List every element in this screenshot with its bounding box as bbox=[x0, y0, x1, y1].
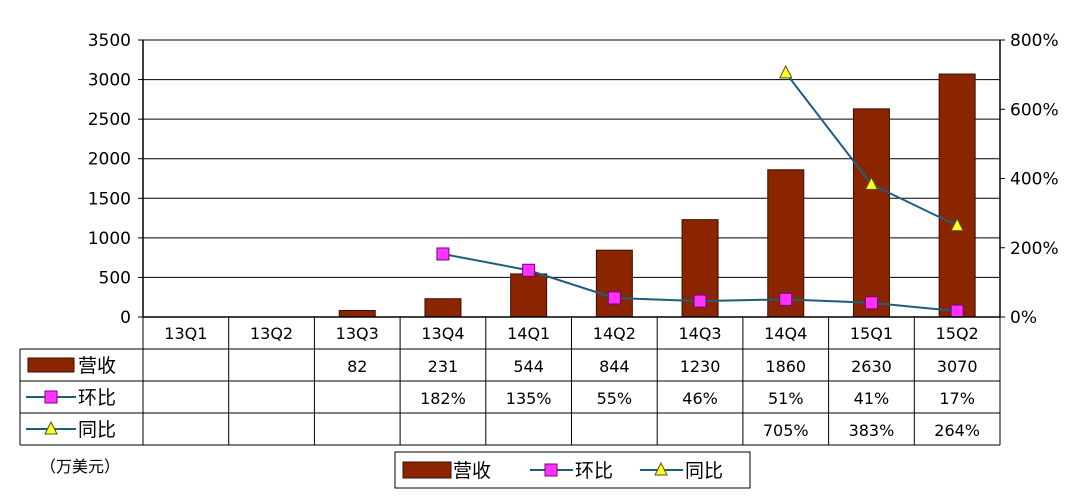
left-tick-label: 0 bbox=[120, 308, 131, 328]
left-tick-label: 3000 bbox=[88, 71, 131, 91]
row-label: 环比 bbox=[78, 387, 116, 409]
category-label: 14Q2 bbox=[593, 324, 636, 343]
data-label: 231 bbox=[428, 357, 459, 376]
right-tick-label: 600% bbox=[1010, 100, 1059, 120]
revenue-bar bbox=[938, 73, 976, 318]
data-label: 17% bbox=[939, 389, 975, 408]
data-label: 3070 bbox=[937, 357, 978, 376]
data-label: 383% bbox=[849, 421, 895, 440]
revenue-bar bbox=[338, 310, 376, 318]
right-tick-label: 200% bbox=[1010, 239, 1059, 259]
data-label: 705% bbox=[763, 421, 809, 440]
row-key-square-icon bbox=[44, 390, 58, 404]
growth-lines bbox=[436, 64, 964, 318]
revenue-bar bbox=[595, 249, 633, 318]
legend-label: 环比 bbox=[575, 460, 613, 482]
data-label: 135% bbox=[506, 389, 552, 408]
legend-square-icon bbox=[544, 463, 558, 477]
qoq-marker bbox=[950, 304, 964, 318]
legend-label: 营收 bbox=[453, 460, 491, 482]
row-key-triangle-icon bbox=[44, 420, 58, 435]
row-key-bar-icon bbox=[27, 357, 75, 373]
data-label: 82 bbox=[347, 357, 367, 376]
data-label: 46% bbox=[682, 389, 718, 408]
category-label: 14Q4 bbox=[764, 324, 807, 343]
legend-label: 同比 bbox=[685, 460, 723, 482]
revenue-bar bbox=[767, 169, 805, 318]
data-label: 41% bbox=[854, 389, 890, 408]
yoy-marker bbox=[778, 64, 793, 79]
data-label: 51% bbox=[768, 389, 804, 408]
right-tick-label: 0% bbox=[1010, 308, 1037, 328]
legend-bar-icon bbox=[402, 461, 452, 479]
qoq-marker bbox=[779, 292, 793, 306]
revenue-bars bbox=[338, 73, 976, 318]
left-tick-label: 3500 bbox=[88, 31, 131, 51]
category-label: 14Q1 bbox=[507, 324, 550, 343]
right-tick-label: 800% bbox=[1010, 31, 1059, 51]
category-label: 14Q3 bbox=[678, 324, 721, 343]
left-tick-label: 1000 bbox=[88, 229, 131, 249]
data-label: 55% bbox=[597, 389, 633, 408]
data-label: 2630 bbox=[851, 357, 892, 376]
category-label: 13Q4 bbox=[421, 324, 464, 343]
data-label: 1230 bbox=[680, 357, 721, 376]
qoq-marker bbox=[436, 247, 450, 261]
row-label: 营收 bbox=[78, 355, 116, 377]
revenue-bar bbox=[510, 273, 548, 318]
data-label: 1860 bbox=[765, 357, 806, 376]
legend-triangle-icon bbox=[654, 461, 668, 476]
right-tick-label: 400% bbox=[1010, 170, 1059, 190]
left-tick-label: 2500 bbox=[88, 110, 131, 130]
qoq-marker bbox=[693, 294, 707, 308]
revenue-bar bbox=[852, 108, 890, 318]
category-label: 15Q1 bbox=[850, 324, 893, 343]
legend: 营收 环比 同比 bbox=[394, 451, 751, 489]
left-tick-label: 2000 bbox=[88, 150, 131, 170]
data-label: 182% bbox=[420, 389, 466, 408]
left-tick-label: 500 bbox=[99, 268, 131, 288]
yoy-marker bbox=[950, 217, 964, 232]
data-label: 264% bbox=[934, 421, 980, 440]
left-tick-label: 1500 bbox=[88, 189, 131, 209]
gridlines bbox=[143, 39, 1000, 278]
category-label: 13Q3 bbox=[336, 324, 379, 343]
unit-note: （万美元） bbox=[40, 457, 120, 476]
yoy-marker bbox=[864, 176, 879, 190]
data-table: 13Q1 13Q2 13Q3 13Q4 14Q1 14Q2 14Q3 14Q4 15Q1 15Q2… bbox=[19, 316, 1001, 446]
row-label: 同比 bbox=[78, 419, 116, 441]
qoq-marker bbox=[864, 296, 878, 310]
axes: 0 500 1000 1500 2000 2500 3000 3500 0% 200% 400% 60… bbox=[88, 31, 1059, 328]
data-label: 844 bbox=[599, 357, 630, 376]
category-label: 13Q2 bbox=[250, 324, 293, 343]
qoq-marker bbox=[522, 263, 536, 277]
category-label: 13Q1 bbox=[164, 324, 207, 343]
category-label: 15Q2 bbox=[936, 324, 979, 343]
revenue-bar bbox=[424, 298, 462, 318]
data-label: 544 bbox=[513, 357, 544, 376]
qoq-marker bbox=[607, 291, 621, 305]
